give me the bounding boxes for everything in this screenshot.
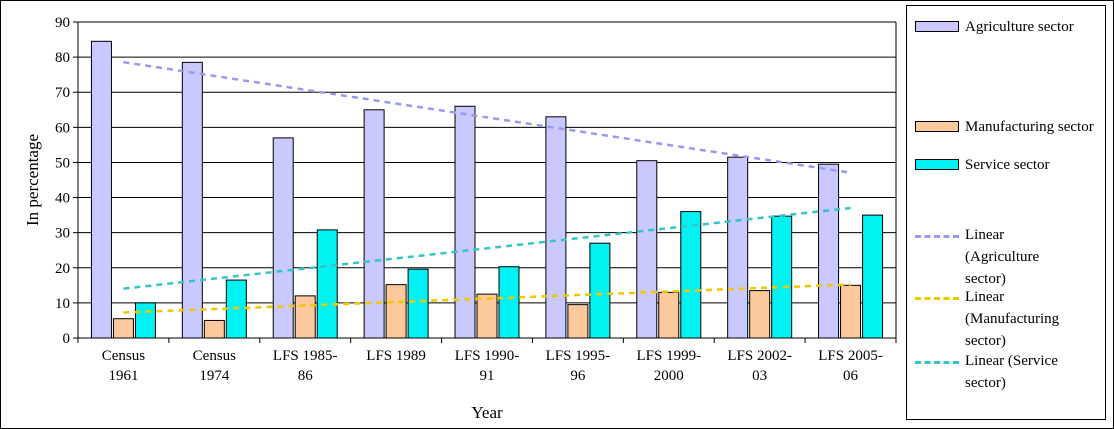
trendline-agriculture — [123, 60, 851, 174]
x-tick-label: 06 — [843, 368, 859, 384]
chart-legend: Agriculture sector Manufacturing sector … — [906, 5, 1106, 420]
x-tick-label: 1974 — [199, 368, 230, 384]
bar-manufacturing — [476, 293, 498, 339]
bar-agriculture — [272, 137, 294, 339]
bar-manufacturing — [385, 284, 407, 339]
legend-item-linear-agriculture: Linear (Agriculture sector) — [907, 224, 1107, 287]
x-tick-label: 86 — [298, 368, 314, 384]
y-tick-label: 40 — [55, 191, 70, 207]
legend-line-linear-manufacturing — [915, 297, 959, 300]
bar-manufacturing — [567, 304, 589, 339]
legend-line-linear-service — [915, 361, 959, 364]
x-tick-label: LFS 1990- — [455, 348, 520, 364]
bar-agriculture — [363, 109, 385, 339]
legend-swatch-manufacturing — [915, 121, 959, 132]
x-tick-label: LFS 2002- — [727, 348, 792, 364]
legend-label-service: Service sector — [965, 157, 1050, 173]
y-tick-label: 90 — [55, 15, 70, 31]
bar-manufacturing — [749, 290, 771, 339]
bar-manufacturing — [840, 284, 862, 339]
y-axis-title: In percentage — [23, 134, 42, 226]
x-tick-label: LFS 1989 — [366, 348, 426, 364]
bar-agriculture — [181, 61, 203, 339]
bar-service — [498, 266, 520, 339]
y-tick-label: 60 — [55, 120, 70, 136]
bar-service — [407, 268, 429, 339]
trendline-service — [123, 206, 851, 290]
legend-label-linear-agriculture: Linear (Agriculture sector) — [965, 227, 1040, 287]
x-axis-title: Year — [471, 403, 503, 422]
legend-item-manufacturing: Manufacturing sector — [907, 116, 1107, 136]
bar-service — [316, 229, 338, 339]
bar-agriculture — [90, 40, 112, 339]
bar-manufacturing — [658, 291, 680, 339]
x-tick-label: Census — [102, 348, 146, 364]
legend-label-agriculture: Agriculture sector — [965, 19, 1074, 35]
y-tick-label: 30 — [55, 226, 70, 242]
trendline-manufacturing — [123, 283, 851, 314]
bar-service — [134, 302, 156, 339]
bar-agriculture — [454, 105, 476, 339]
bar-agriculture — [545, 116, 567, 339]
x-tick-label: LFS 2005- — [818, 348, 883, 364]
x-tick-label: 1961 — [108, 368, 138, 384]
legend-item-service: Service sector — [907, 154, 1107, 174]
bar-manufacturing — [294, 295, 316, 339]
y-tick-label: 80 — [55, 50, 70, 66]
bar-service — [589, 242, 611, 339]
legend-label-linear-service: Linear (Service sector) — [965, 353, 1058, 391]
legend-item-agriculture: Agriculture sector — [907, 16, 1107, 36]
x-tick-label: LFS 1995- — [546, 348, 611, 364]
legend-item-linear-manufacturing: Linear (Manufacturing sector) — [907, 286, 1107, 349]
y-tick-label: 70 — [55, 85, 70, 101]
y-tick-label: 0 — [63, 331, 71, 347]
legend-line-linear-agriculture — [915, 235, 959, 238]
legend-label-manufacturing: Manufacturing sector — [965, 119, 1094, 135]
bar-service — [862, 214, 884, 339]
bar-service — [771, 215, 793, 339]
x-tick-label: 96 — [570, 368, 586, 384]
y-tick-label: 10 — [55, 296, 70, 312]
x-tick-label: 2000 — [654, 368, 684, 384]
x-tick-label: Census — [193, 348, 237, 364]
legend-item-linear-service: Linear (Service sector) — [907, 350, 1107, 391]
legend-swatch-agriculture — [915, 21, 959, 32]
bar-agriculture — [727, 156, 749, 339]
bar-service — [680, 211, 702, 339]
x-tick-label: 03 — [752, 368, 767, 384]
y-tick-label: 20 — [55, 261, 70, 277]
x-tick-label: LFS 1999- — [636, 348, 701, 364]
bar-agriculture — [636, 160, 658, 339]
legend-label-linear-manufacturing: Linear (Manufacturing sector) — [965, 289, 1060, 349]
x-tick-label: 91 — [480, 368, 495, 384]
bar-manufacturing — [112, 318, 134, 339]
bar-manufacturing — [203, 319, 225, 339]
y-tick-label: 50 — [55, 155, 70, 171]
legend-swatch-service — [915, 159, 959, 170]
x-tick-label: LFS 1985- — [273, 348, 338, 364]
bar-agriculture — [818, 163, 840, 339]
